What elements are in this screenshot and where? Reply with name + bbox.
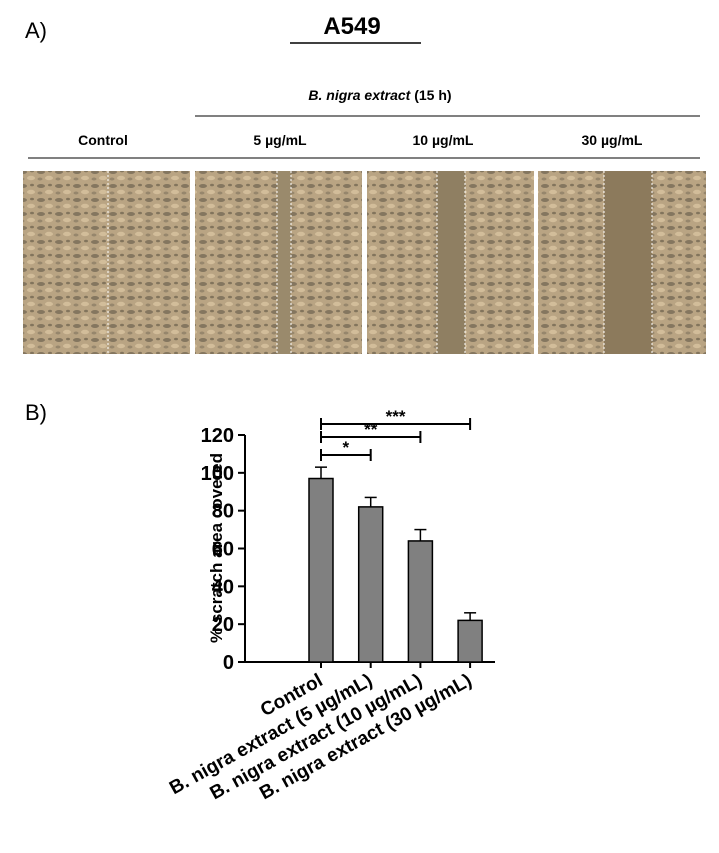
column-label: 30 µg/mL [582, 132, 643, 148]
scratch-gap [437, 171, 465, 354]
panel-title: A549 [323, 13, 380, 40]
significance-label: *** [386, 407, 406, 426]
y-tick-label: 20 [212, 614, 234, 636]
y-tick-label: 80 [212, 501, 234, 523]
column-label: 5 µg/mL [253, 132, 307, 148]
micrographs [23, 171, 706, 354]
treatment-name: B. nigra extract [308, 87, 411, 103]
column-label: 10 µg/mL [413, 132, 474, 148]
significance-label: * [343, 438, 350, 457]
y-tick-label: 100 [201, 463, 234, 485]
y-tick-label: 120 [201, 425, 234, 447]
significance-label: ** [364, 420, 378, 439]
panel-label: A) [25, 18, 47, 43]
bar [407, 540, 434, 663]
scratch-gap [604, 171, 652, 354]
micrograph [23, 171, 190, 354]
column-label: Control [78, 132, 128, 148]
bar [457, 619, 483, 663]
scratch-gap [277, 171, 291, 354]
y-tick-label: 60 [212, 539, 234, 561]
bar [357, 506, 384, 663]
y-axis-label: % scratch area covered [207, 453, 226, 643]
y-tick-label: 40 [212, 576, 234, 598]
bar [308, 477, 334, 663]
y-tick-label: 0 [223, 652, 234, 674]
treatment-label: B. nigra extract (15 h) [308, 87, 451, 103]
panel-label: B) [25, 400, 47, 425]
treatment-duration: (15 h) [414, 87, 451, 103]
